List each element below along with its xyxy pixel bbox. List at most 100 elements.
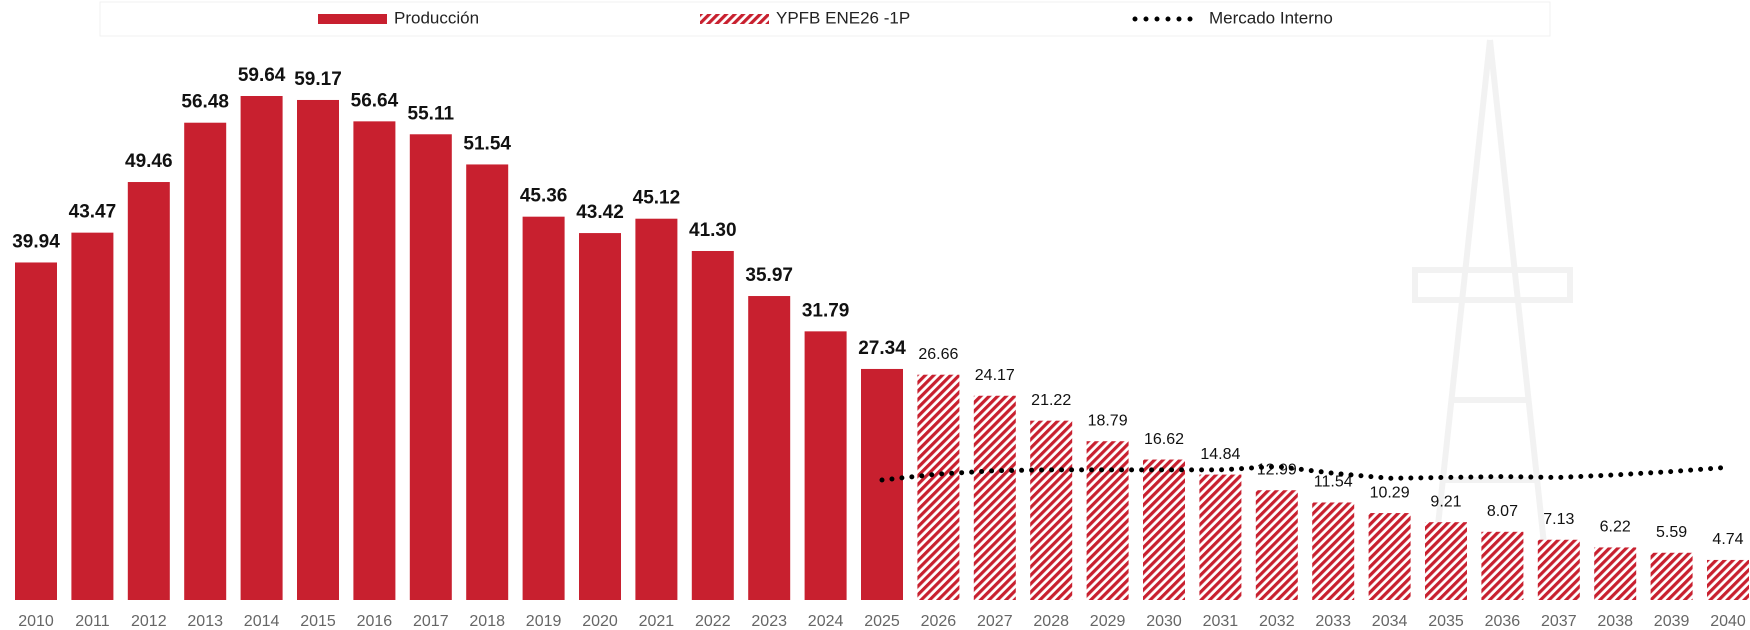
bar xyxy=(748,296,791,600)
data-label: 49.46 xyxy=(125,151,173,172)
bar xyxy=(1481,531,1524,600)
data-label: 8.07 xyxy=(1487,503,1518,520)
data-label: 56.64 xyxy=(351,90,399,111)
x-tick-label: 2010 xyxy=(18,613,54,630)
data-label: 43.42 xyxy=(576,202,624,223)
x-tick-label: 2036 xyxy=(1485,613,1521,630)
data-label: 27.34 xyxy=(858,338,906,359)
x-tick-label: 2018 xyxy=(469,613,505,630)
bar xyxy=(353,121,396,600)
x-tick-label: 2027 xyxy=(977,613,1013,630)
bar xyxy=(1707,559,1749,600)
bar xyxy=(804,331,847,600)
bar xyxy=(1537,539,1580,600)
background-rig xyxy=(1412,39,1573,601)
bar xyxy=(127,182,170,600)
x-tick-label: 2025 xyxy=(864,613,900,630)
bar xyxy=(297,99,339,600)
x-tick-label: 2024 xyxy=(808,613,844,630)
data-label: 10.29 xyxy=(1370,484,1410,501)
data-label: 12.99 xyxy=(1257,461,1297,478)
bar xyxy=(1650,552,1693,600)
bar xyxy=(1368,513,1411,600)
data-label: 35.97 xyxy=(745,265,793,286)
bar xyxy=(466,164,509,601)
data-label: 51.54 xyxy=(463,133,511,154)
bar xyxy=(579,233,621,600)
bar xyxy=(1086,441,1129,600)
legend-label: YPFB ENE26 -1P xyxy=(776,8,910,27)
legend-swatch xyxy=(318,14,387,24)
data-label: 55.11 xyxy=(408,103,455,124)
data-label: 7.13 xyxy=(1543,511,1574,528)
x-tick-label: 2016 xyxy=(357,613,393,630)
data-label: 11.54 xyxy=(1314,474,1353,491)
bar xyxy=(1199,474,1242,600)
x-tick-label: 2032 xyxy=(1259,613,1295,630)
data-label: 26.66 xyxy=(918,346,958,363)
x-tick-label: 2011 xyxy=(75,613,110,630)
data-label: 21.22 xyxy=(1031,392,1071,409)
x-tick-label: 2021 xyxy=(639,613,675,630)
x-tick-label: 2014 xyxy=(244,613,280,630)
data-label: 9.21 xyxy=(1430,493,1461,510)
data-label: 5.59 xyxy=(1656,524,1687,541)
bar xyxy=(1143,459,1185,600)
bar xyxy=(1594,547,1637,600)
bar xyxy=(71,232,114,600)
data-label: 56.48 xyxy=(181,92,229,113)
x-tick-label: 2013 xyxy=(187,613,223,630)
data-label: 43.47 xyxy=(69,202,117,223)
data-label: 24.17 xyxy=(975,367,1015,384)
x-tick-label: 2026 xyxy=(921,613,957,630)
data-label: 39.94 xyxy=(12,231,60,252)
x-tick-label: 2038 xyxy=(1597,613,1633,630)
x-tick-label: 2030 xyxy=(1146,613,1182,630)
x-tick-label: 2039 xyxy=(1654,613,1690,630)
x-tick-label: 2012 xyxy=(131,613,167,630)
bar xyxy=(691,250,734,601)
bar xyxy=(1425,522,1467,600)
bar xyxy=(635,218,678,600)
bar xyxy=(1312,502,1355,600)
data-label: 59.17 xyxy=(294,69,342,90)
data-label: 41.30 xyxy=(689,220,737,241)
x-tick-label: 2037 xyxy=(1541,613,1577,630)
x-tick-label: 2040 xyxy=(1710,613,1746,630)
x-tick-label: 2029 xyxy=(1090,613,1126,630)
data-label: 45.36 xyxy=(520,186,568,207)
data-label: 45.12 xyxy=(633,188,681,209)
x-tick-label: 2017 xyxy=(413,613,449,630)
bar xyxy=(1030,420,1073,600)
bar xyxy=(861,368,903,600)
data-label: 16.62 xyxy=(1144,431,1184,448)
bar xyxy=(522,216,565,600)
bar xyxy=(184,122,227,600)
x-tick-label: 2020 xyxy=(582,613,618,630)
x-tick-label: 2015 xyxy=(300,613,336,630)
legend-label: Mercado Interno xyxy=(1209,8,1333,27)
data-label: 14.84 xyxy=(1200,446,1240,463)
legend-swatch xyxy=(700,14,769,24)
x-tick-label: 2031 xyxy=(1203,613,1239,630)
x-tick-label: 2034 xyxy=(1372,613,1408,630)
x-tick-label: 2035 xyxy=(1428,613,1464,630)
bar xyxy=(1255,490,1298,600)
legend-label: Producción xyxy=(394,8,479,27)
bar xyxy=(15,262,57,600)
bar xyxy=(240,96,283,600)
x-tick-label: 2022 xyxy=(695,613,731,630)
data-label: 18.79 xyxy=(1088,412,1128,429)
line xyxy=(879,463,1731,483)
x-tick-label: 2019 xyxy=(526,613,562,630)
x-tick-label: 2028 xyxy=(1033,613,1069,630)
data-label: 31.79 xyxy=(802,300,850,321)
bar xyxy=(409,134,452,601)
data-label: 59.64 xyxy=(238,65,286,86)
x-tick-label: 2023 xyxy=(751,613,787,630)
x-tick-label: 2033 xyxy=(1315,613,1351,630)
data-label: 4.74 xyxy=(1712,531,1743,548)
data-label: 6.22 xyxy=(1600,519,1631,536)
bar xyxy=(973,395,1016,600)
